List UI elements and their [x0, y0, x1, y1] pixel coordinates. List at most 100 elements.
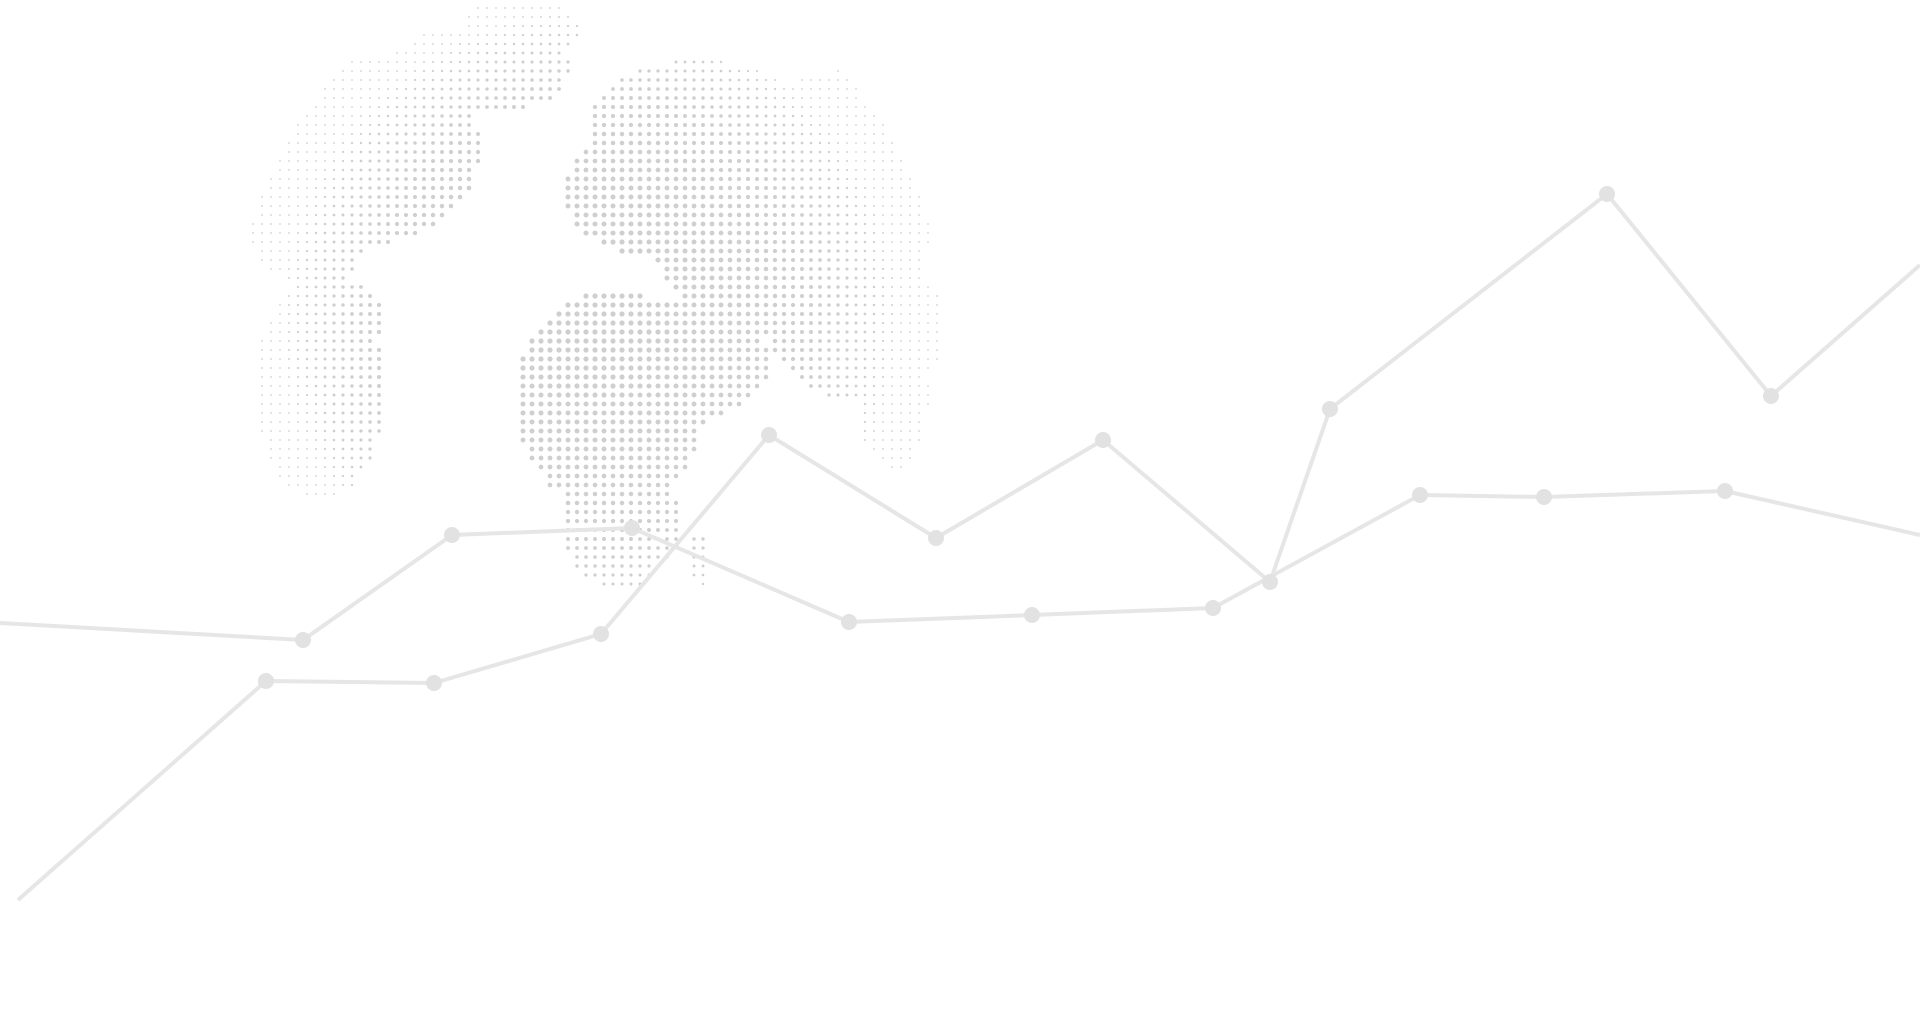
globe-dot [736, 194, 742, 200]
globe-dot [279, 250, 281, 252]
globe-dot [359, 168, 363, 172]
globe-dot [673, 320, 679, 326]
globe-dot [628, 374, 634, 380]
globe-dot [279, 259, 281, 261]
globe-dot [620, 546, 624, 550]
globe-dot [628, 194, 634, 200]
globe-dot [323, 357, 327, 361]
globe-dot [809, 321, 813, 325]
globe-dot [754, 194, 760, 200]
globe-dot [764, 186, 768, 190]
globe-dot [503, 42, 507, 46]
globe-dot [691, 446, 697, 452]
globe-dot [809, 249, 813, 253]
globe-dot [414, 61, 416, 63]
globe-dot [619, 131, 625, 137]
globe-dot [332, 375, 336, 379]
globe-dot [350, 240, 354, 244]
globe-dot [692, 87, 696, 91]
globe-dot [475, 140, 481, 146]
globe-dot [691, 320, 697, 326]
globe-dot [637, 419, 643, 425]
globe-dot [395, 204, 399, 208]
globe-dot [592, 365, 598, 371]
globe-dot [637, 293, 643, 299]
globe-dot [763, 257, 769, 263]
globe-dot [601, 293, 607, 299]
globe-dot [745, 356, 751, 362]
globe-dot [610, 212, 616, 218]
globe-dot [646, 311, 652, 317]
globe-dot [314, 195, 318, 199]
globe-dot [368, 339, 372, 343]
globe-dot [430, 185, 436, 191]
globe-dot [584, 555, 588, 559]
globe-dot [755, 141, 759, 145]
globe-dot [332, 213, 336, 217]
globe-dot [261, 340, 263, 342]
globe-dot [529, 356, 535, 362]
globe-dot [592, 131, 598, 137]
globe-dot [647, 546, 651, 550]
globe-dot [494, 105, 498, 109]
globe-dot [791, 213, 795, 217]
globe-dot [332, 357, 336, 361]
globe-dot [611, 96, 615, 100]
globe-dot [610, 329, 616, 335]
globe-dot [719, 78, 723, 82]
globe-dot [727, 374, 733, 380]
globe-dot [637, 113, 643, 119]
globe-dot [673, 437, 679, 443]
globe-dot [288, 241, 290, 243]
globe-dot [547, 455, 553, 461]
globe-dot [818, 168, 822, 172]
globe-dot [279, 376, 281, 378]
globe-dot [565, 509, 571, 515]
globe-dot [610, 167, 616, 173]
globe-dot [332, 411, 336, 415]
globe-dot [682, 392, 688, 398]
globe-dot [872, 339, 876, 343]
globe-dot [791, 96, 795, 100]
globe-dot [754, 374, 760, 380]
globe-dot [449, 123, 453, 127]
globe-dot [800, 375, 804, 379]
globe-dot [763, 248, 769, 254]
globe-dot [647, 78, 651, 82]
globe-dot [736, 320, 742, 326]
globe-dot [368, 312, 372, 316]
globe-dot [682, 149, 688, 155]
globe-dot [404, 87, 408, 91]
globe-dot [764, 96, 768, 100]
globe-dot [691, 374, 697, 380]
globe-dot [682, 185, 688, 191]
globe-dot [315, 457, 317, 459]
globe-dot [439, 176, 445, 182]
globe-dot [270, 223, 272, 225]
globe-dot [583, 392, 589, 398]
globe-dot [350, 168, 354, 172]
globe-dot [503, 96, 507, 100]
globe-dot [727, 293, 733, 299]
globe-dot [918, 412, 920, 414]
globe-dot [881, 276, 885, 280]
globe-dot [610, 509, 616, 515]
globe-dot [521, 69, 525, 73]
globe-dot [827, 375, 831, 379]
globe-dot [745, 257, 751, 263]
globe-dot [691, 203, 697, 209]
globe-dot [619, 140, 625, 146]
globe-dot [837, 97, 839, 99]
globe-dot [341, 483, 345, 487]
globe-dot [700, 320, 706, 326]
globe-dot [900, 205, 902, 207]
globe-dot [574, 203, 580, 209]
globe-dot [736, 374, 742, 380]
globe-dot [818, 240, 822, 244]
globe-dot [891, 376, 893, 378]
globe-dot [395, 114, 399, 118]
globe-dot [673, 248, 679, 254]
globe-dot [791, 204, 795, 208]
globe-dot [727, 248, 733, 254]
globe-dot [628, 185, 634, 191]
